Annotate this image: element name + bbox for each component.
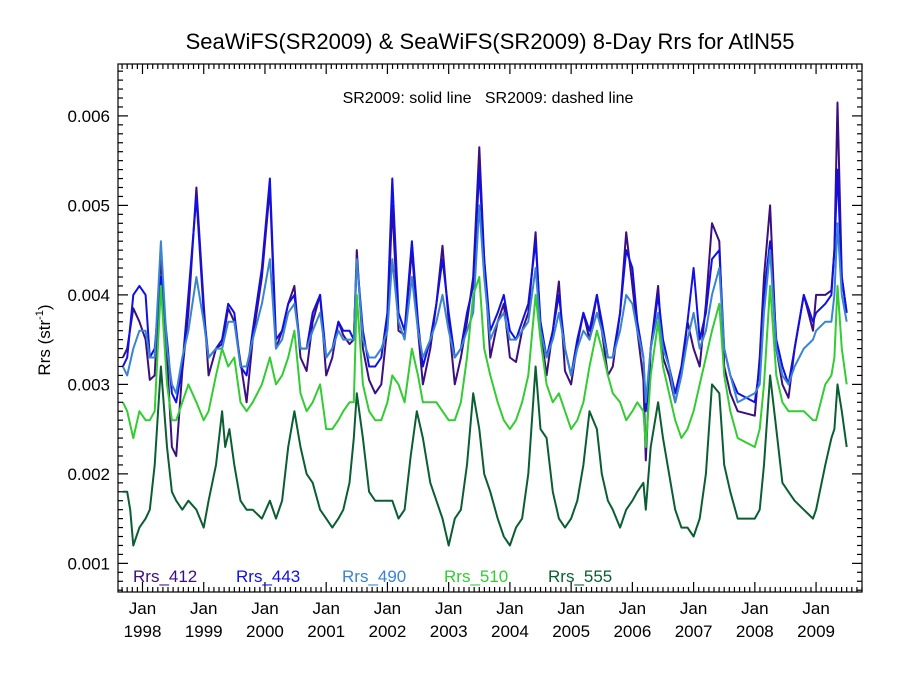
legend-entry-rrs-412: Rrs_412 (133, 567, 197, 586)
x-tick-month-label: Jan (802, 599, 829, 618)
x-tick-month-label: Jan (251, 599, 278, 618)
y-axis-label: Rrs (str-1) (34, 304, 54, 375)
x-tick-month-label: Jan (496, 599, 523, 618)
x-tick-month-label: Jan (619, 599, 646, 618)
y-tick-label: 0.004 (67, 286, 110, 305)
y-tick-label: 0.005 (67, 196, 110, 215)
x-tick-year-label: 2006 (613, 622, 651, 641)
x-tick-year-label: 2007 (675, 622, 713, 641)
x-tick-year-label: 2009 (797, 622, 835, 641)
y-axis-label-close: ) (35, 304, 54, 310)
svg-text:Rrs (str-1): Rrs (str-1) (34, 304, 54, 375)
x-tick-year-label: 2000 (246, 622, 284, 641)
series-line-rrs-555 (122, 365, 848, 547)
x-tick-year-label: 2002 (369, 622, 407, 641)
x-tick-month-label: Jan (129, 599, 156, 618)
x-tick-month-label: Jan (557, 599, 584, 618)
y-tick-label: 0.006 (67, 107, 110, 126)
x-tick-year-label: 2008 (736, 622, 774, 641)
x-tick-year-label: 1998 (124, 622, 162, 641)
axes-layer: 0.001 0.002 0.003 0.004 0.005 0.006 Jan 1998 Jan… (67, 63, 863, 641)
y-tick-label: 0.003 (67, 375, 110, 394)
x-tick-month-label: Jan (190, 599, 217, 618)
y-axis-label-superscript: -1 (34, 310, 46, 320)
x-tick-month-label: Jan (741, 599, 768, 618)
legend-entry-rrs-555: Rrs_555 (548, 567, 612, 586)
y-axis-label-main: Rrs (str (35, 320, 54, 376)
x-tick-year-label: 2003 (430, 622, 468, 641)
y-tick-label: 0.001 (67, 554, 110, 573)
x-tick-year-label: 2001 (307, 622, 345, 641)
x-tick-month-label: Jan (312, 599, 339, 618)
x-tick-year-label: 2004 (491, 622, 529, 641)
series-line-rrs-490 (121, 204, 848, 404)
x-tick-year-label: 1999 (185, 622, 223, 641)
x-tick-year-label: 2005 (552, 622, 590, 641)
y-tick-label: 0.002 (67, 465, 110, 484)
x-tick-month-label: Jan (435, 599, 462, 618)
legend-entry-rrs-510: Rrs_510 (444, 567, 508, 586)
legend-entry-rrs-443: Rrs_443 (236, 567, 300, 586)
x-tick-month-label: Jan (680, 599, 707, 618)
legend-entry-rrs-490: Rrs_490 (342, 567, 406, 586)
line-style-annotation: SR2009: solid line SR2009: dashed line (343, 90, 634, 107)
chart-title: SeaWiFS(SR2009) & SeaWiFS(SR2009) 8-Day … (186, 29, 795, 54)
legend: Rrs_412 Rrs_443 Rrs_490 Rrs_510 Rrs_555 (133, 567, 612, 586)
series-layer (121, 101, 848, 547)
series-line-rrs-510 (121, 276, 848, 448)
x-tick-month-label: Jan (374, 599, 401, 618)
